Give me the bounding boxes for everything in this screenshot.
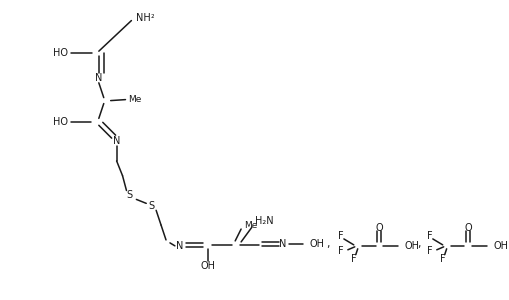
Text: HO: HO bbox=[53, 48, 68, 58]
Text: OH: OH bbox=[493, 241, 508, 251]
Text: S: S bbox=[148, 201, 154, 211]
Text: ,: , bbox=[326, 239, 330, 249]
Text: F: F bbox=[351, 254, 357, 264]
Text: N: N bbox=[95, 73, 102, 83]
Text: Me: Me bbox=[128, 95, 142, 104]
Text: ₂: ₂ bbox=[150, 11, 154, 20]
Text: OH: OH bbox=[200, 261, 215, 271]
Text: OH: OH bbox=[309, 239, 324, 249]
Text: Me: Me bbox=[244, 220, 258, 230]
Text: F: F bbox=[427, 246, 433, 256]
Text: F: F bbox=[338, 231, 344, 241]
Text: O: O bbox=[465, 223, 472, 233]
Text: F: F bbox=[440, 254, 445, 264]
Text: H₂N: H₂N bbox=[255, 216, 273, 226]
Text: ,: , bbox=[417, 239, 421, 249]
Text: S: S bbox=[126, 190, 132, 200]
Text: N: N bbox=[176, 241, 184, 251]
Text: NH: NH bbox=[136, 13, 151, 22]
Text: OH: OH bbox=[404, 241, 419, 251]
Text: N: N bbox=[279, 239, 286, 249]
Text: N: N bbox=[113, 136, 120, 146]
Text: HO: HO bbox=[53, 117, 68, 127]
Text: O: O bbox=[376, 223, 383, 233]
Text: F: F bbox=[338, 246, 344, 256]
Text: F: F bbox=[427, 231, 433, 241]
